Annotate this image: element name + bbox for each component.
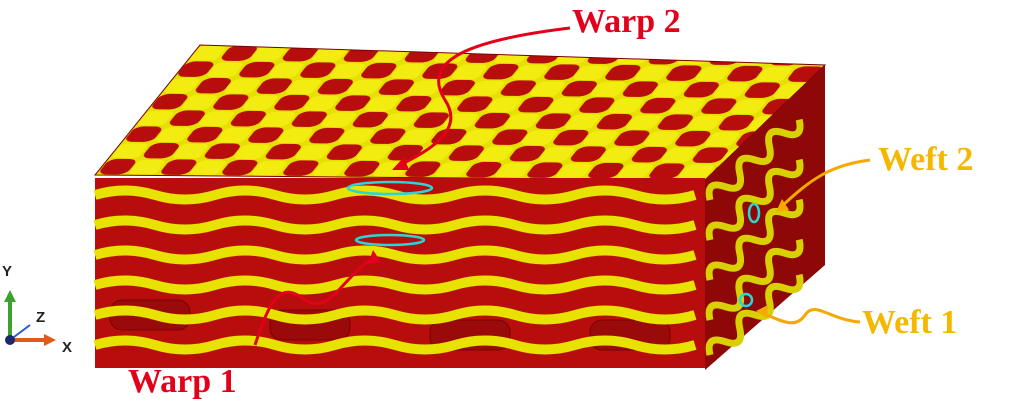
label-weft-2: Weft 2 [878, 141, 973, 178]
label-warp-1: Warp 1 [128, 363, 237, 400]
label-warp-2: Warp 2 [572, 3, 681, 40]
arrow-heads [368, 157, 789, 318]
axis-y: Y [2, 263, 12, 280]
highlights [346, 180, 761, 308]
right-face [704, 65, 825, 370]
label-weft-1: Weft 1 [862, 304, 957, 341]
axis-x: X [62, 339, 72, 356]
front-face [95, 178, 705, 368]
axis-z: Z [36, 309, 45, 326]
top-surface [93, 44, 827, 181]
pointer-arrows [253, 26, 871, 346]
axis-triad: Y Z X [2, 263, 72, 356]
